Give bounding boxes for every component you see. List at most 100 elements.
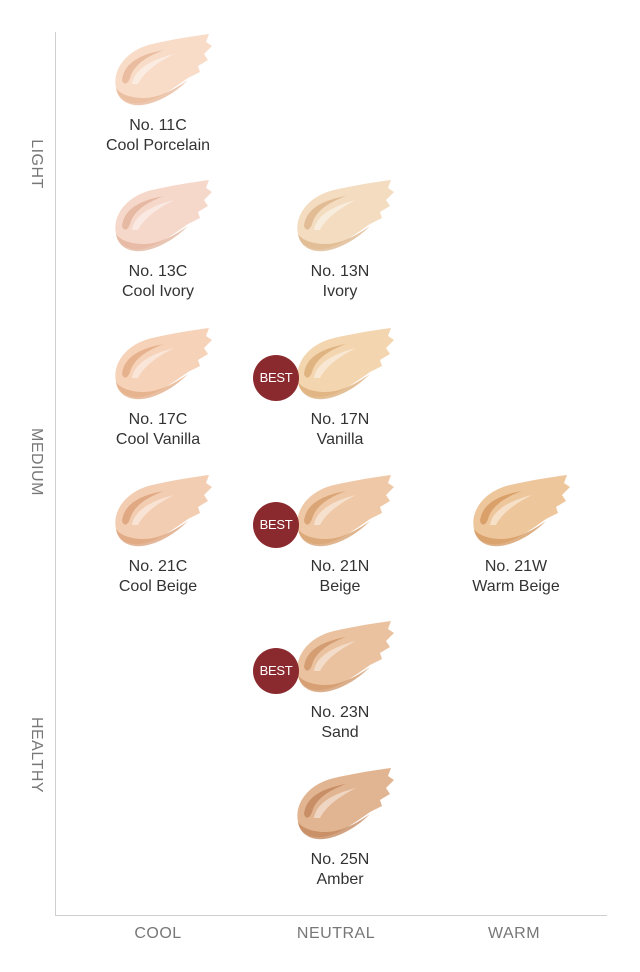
swatch-groove [304,196,346,230]
shade-label: No. 13C Cool Ivory [68,262,248,302]
shade-label: No. 13N Ivory [250,262,430,302]
shade-item: No. 25N Amber [250,766,430,916]
shade-code: No. 13N [310,263,370,280]
shade-code: No. 25N [310,851,370,868]
best-badge: BEST [253,502,299,548]
swatch-highlight [132,200,174,230]
swatch-highlight [132,348,174,378]
shade-item: No. 13N Ivory [250,178,430,328]
swatch-groove [122,344,164,378]
shade-item: No. 21C Cool Beige [68,473,248,623]
swatch-groove [122,50,164,84]
swatch-smear [115,34,212,106]
swatch-rim [298,667,370,693]
shade-name: Cool Vanilla [115,431,201,448]
shade-name: Cool Beige [118,578,198,595]
swatch-groove [304,637,346,671]
swatch-smear [115,475,212,547]
swatch-highlight [490,495,532,525]
swatch-smear [297,621,394,693]
swatch-groove [122,196,164,230]
swatch-highlight [314,495,356,525]
shade-code: No. 13C [128,263,188,280]
swatch-groove [480,491,522,525]
swatch-body [297,328,394,398]
shade-label: No. 25N Amber [250,850,430,890]
shade-code: No. 21W [484,558,548,575]
y-label-healthy: HEALTHY [28,716,45,794]
swatch-body [473,475,570,545]
shade-label: No. 17C Cool Vanilla [68,410,248,450]
shade-name: Vanilla [316,431,364,448]
swatch-rim [298,226,370,252]
swatch-rim [116,226,188,252]
swatch-rim [474,521,546,547]
shade-name: Amber [316,871,364,888]
shade-label: No. 11C Cool Porcelain [68,116,248,156]
shade-item: No. 13C Cool Ivory [68,178,248,328]
shade-item: BEST No. 21N Beige [250,473,430,623]
shade-label: No. 21N Beige [250,557,430,597]
y-label-medium: MEDIUM [28,428,45,496]
swatch-smear [297,180,394,252]
swatch-smear [115,328,212,400]
swatch-smear [297,768,394,840]
swatch-rim [116,521,188,547]
shade-code: No. 17C [128,411,188,428]
shade-name: Beige [319,578,361,595]
swatch-highlight [314,641,356,671]
best-badge: BEST [253,648,299,694]
shade-item: No. 21W Warm Beige [426,473,606,623]
swatch-smear [115,180,212,252]
swatch-smear [473,475,570,547]
shade-name: Ivory [322,283,358,300]
x-label-neutral: NEUTRAL [296,925,376,942]
x-axis-line [55,915,607,916]
shade-item: No. 11C Cool Porcelain [68,32,248,182]
x-label-cool: COOL [134,925,182,942]
swatch-highlight [132,54,174,84]
shade-item: BEST No. 23N Sand [250,619,430,769]
swatch-groove [304,491,346,525]
swatch-body [297,621,394,691]
shade-label: No. 23N Sand [250,703,430,743]
shade-code: No. 17N [310,411,370,428]
swatch-body [297,180,394,250]
swatch-highlight [314,348,356,378]
swatch-highlight [132,495,174,525]
y-label-light: LIGHT [28,139,45,189]
swatch-rim [298,814,370,840]
swatch-rim [298,521,370,547]
swatch-rim [298,374,370,400]
swatch-groove [122,491,164,525]
best-badge: BEST [253,355,299,401]
shade-name: Sand [321,724,359,741]
swatch-highlight [314,788,356,818]
y-axis-line [55,32,56,916]
shade-label: No. 17N Vanilla [250,410,430,450]
swatch-body [115,180,212,250]
shade-item: BEST No. 17N Vanilla [250,326,430,476]
shade-label: No. 21W Warm Beige [426,557,606,597]
swatch-smear [297,328,394,400]
swatch-groove [304,344,346,378]
shade-code: No. 23N [310,704,370,721]
shade-label: No. 21C Cool Beige [68,557,248,597]
shade-code: No. 11C [129,117,187,134]
swatch-rim [116,374,188,400]
swatch-body [115,475,212,545]
swatch-rim [116,80,188,106]
swatch-body [297,475,394,545]
swatch-groove [304,784,346,818]
shade-name: Cool Porcelain [105,137,211,154]
swatch-highlight [314,200,356,230]
swatch-smear [297,475,394,547]
shade-code: No. 21N [310,558,370,575]
swatch-body [115,328,212,398]
swatch-body [115,34,212,104]
x-label-warm: WARM [487,925,541,942]
shade-name: Cool Ivory [121,283,195,300]
shade-name: Warm Beige [472,578,560,595]
shade-code: No. 21C [128,558,188,575]
